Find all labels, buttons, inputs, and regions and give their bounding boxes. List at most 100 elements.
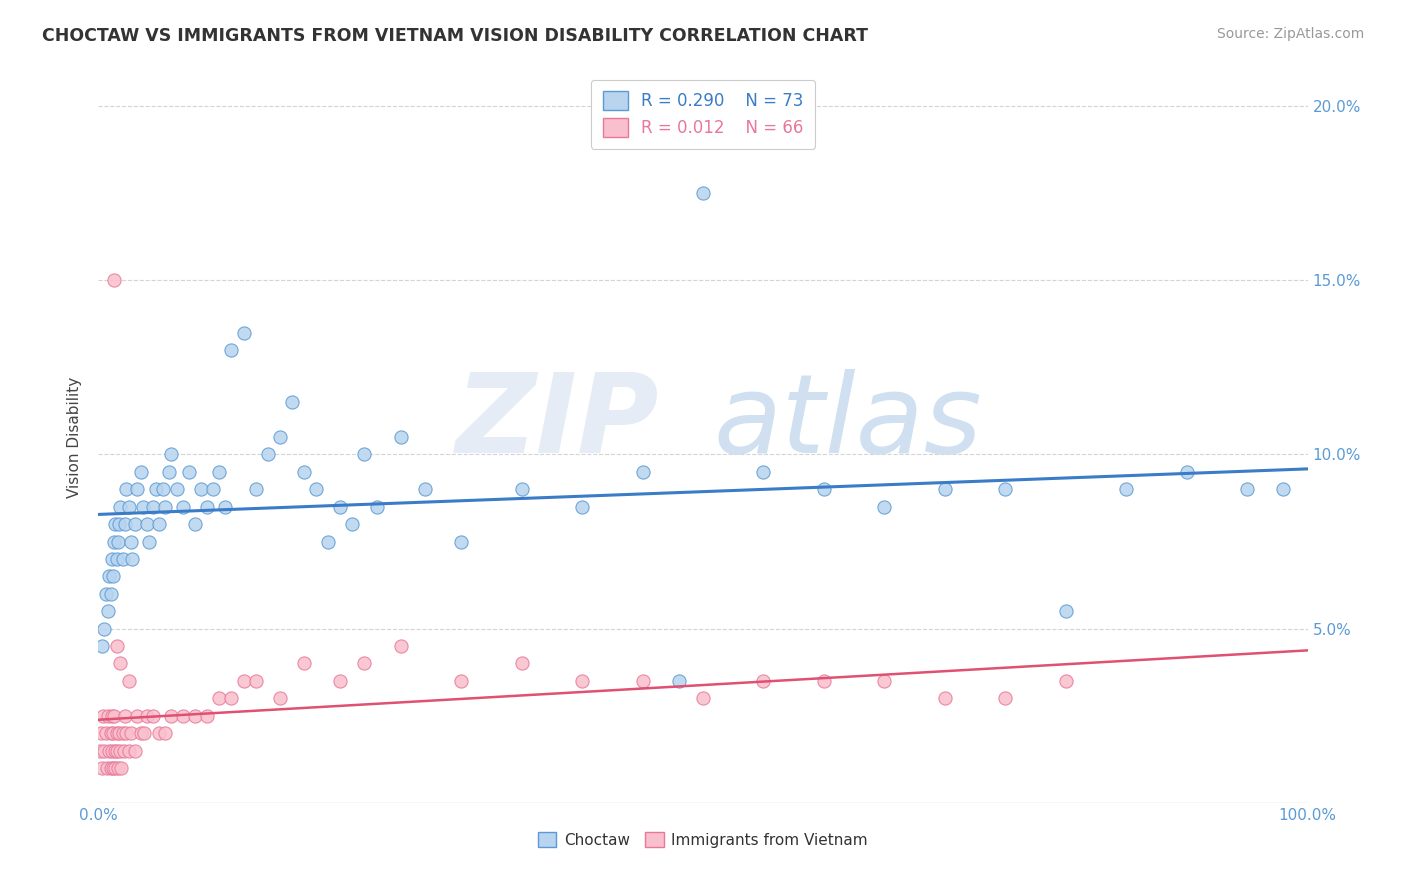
Point xyxy=(631,465,654,479)
Point xyxy=(172,500,194,514)
Point xyxy=(1115,483,1137,497)
Point xyxy=(292,465,315,479)
Point xyxy=(89,743,111,757)
Point xyxy=(93,622,115,636)
Text: atlas: atlas xyxy=(714,369,983,476)
Point xyxy=(110,761,132,775)
Point xyxy=(114,708,136,723)
Point xyxy=(353,657,375,671)
Point xyxy=(631,673,654,688)
Point xyxy=(184,517,207,532)
Point xyxy=(353,448,375,462)
Point xyxy=(104,517,127,532)
Point xyxy=(103,708,125,723)
Point xyxy=(752,465,775,479)
Point xyxy=(142,500,165,514)
Point xyxy=(153,726,176,740)
Point xyxy=(124,517,146,532)
Point xyxy=(692,186,714,201)
Point xyxy=(389,430,412,444)
Point xyxy=(256,448,278,462)
Point xyxy=(100,761,122,775)
Point xyxy=(245,483,267,497)
Point xyxy=(1236,483,1258,497)
Point xyxy=(366,500,388,514)
Point xyxy=(97,604,120,618)
Point xyxy=(571,673,593,688)
Point xyxy=(148,517,170,532)
Point xyxy=(292,657,315,671)
Point xyxy=(172,708,194,723)
Point xyxy=(98,743,121,757)
Point xyxy=(127,708,149,723)
Point xyxy=(104,743,127,757)
Point xyxy=(184,708,207,723)
Point xyxy=(127,483,149,497)
Point xyxy=(389,639,412,653)
Point xyxy=(145,483,167,497)
Point xyxy=(101,726,124,740)
Point xyxy=(195,500,218,514)
Point xyxy=(195,708,218,723)
Point xyxy=(112,743,135,757)
Point xyxy=(450,673,472,688)
Point xyxy=(111,726,134,740)
Point xyxy=(105,639,128,653)
Point xyxy=(108,743,131,757)
Point xyxy=(450,534,472,549)
Text: Source: ZipAtlas.com: Source: ZipAtlas.com xyxy=(1216,27,1364,41)
Y-axis label: Vision Disability: Vision Disability xyxy=(67,376,83,498)
Point xyxy=(108,657,131,671)
Point xyxy=(103,273,125,287)
Point xyxy=(245,673,267,688)
Point xyxy=(100,743,122,757)
Point xyxy=(115,483,138,497)
Point xyxy=(118,673,141,688)
Point xyxy=(114,517,136,532)
Text: CHOCTAW VS IMMIGRANTS FROM VIETNAM VISION DISABILITY CORRELATION CHART: CHOCTAW VS IMMIGRANTS FROM VIETNAM VISIO… xyxy=(42,27,868,45)
Point xyxy=(107,761,129,775)
Point xyxy=(96,761,118,775)
Point xyxy=(232,326,254,340)
Point xyxy=(118,500,141,514)
Point xyxy=(94,587,117,601)
Point xyxy=(692,691,714,706)
Point xyxy=(873,500,896,514)
Point xyxy=(91,639,114,653)
Point xyxy=(157,465,180,479)
Point xyxy=(232,673,254,688)
Point xyxy=(101,569,124,583)
Point xyxy=(105,726,128,740)
Point xyxy=(221,691,243,706)
Point xyxy=(305,483,328,497)
Point xyxy=(413,483,436,497)
Point xyxy=(510,657,533,671)
Point xyxy=(208,691,231,706)
Point xyxy=(342,517,364,532)
Point xyxy=(124,743,146,757)
Point xyxy=(1054,604,1077,618)
Point xyxy=(1054,673,1077,688)
Point xyxy=(107,534,129,549)
Point xyxy=(873,673,896,688)
Point xyxy=(510,483,533,497)
Point xyxy=(269,691,291,706)
Point xyxy=(104,761,127,775)
Point xyxy=(134,726,156,740)
Point xyxy=(934,483,956,497)
Point xyxy=(752,673,775,688)
Legend: Choctaw, Immigrants from Vietnam: Choctaw, Immigrants from Vietnam xyxy=(531,826,875,854)
Point xyxy=(100,708,122,723)
Point xyxy=(115,726,138,740)
Point xyxy=(179,465,201,479)
Point xyxy=(129,465,152,479)
Point xyxy=(94,726,117,740)
Point xyxy=(142,708,165,723)
Point xyxy=(97,708,120,723)
Point xyxy=(153,500,176,514)
Point xyxy=(994,483,1017,497)
Point xyxy=(98,569,121,583)
Point xyxy=(152,483,174,497)
Point xyxy=(160,448,183,462)
Point xyxy=(103,534,125,549)
